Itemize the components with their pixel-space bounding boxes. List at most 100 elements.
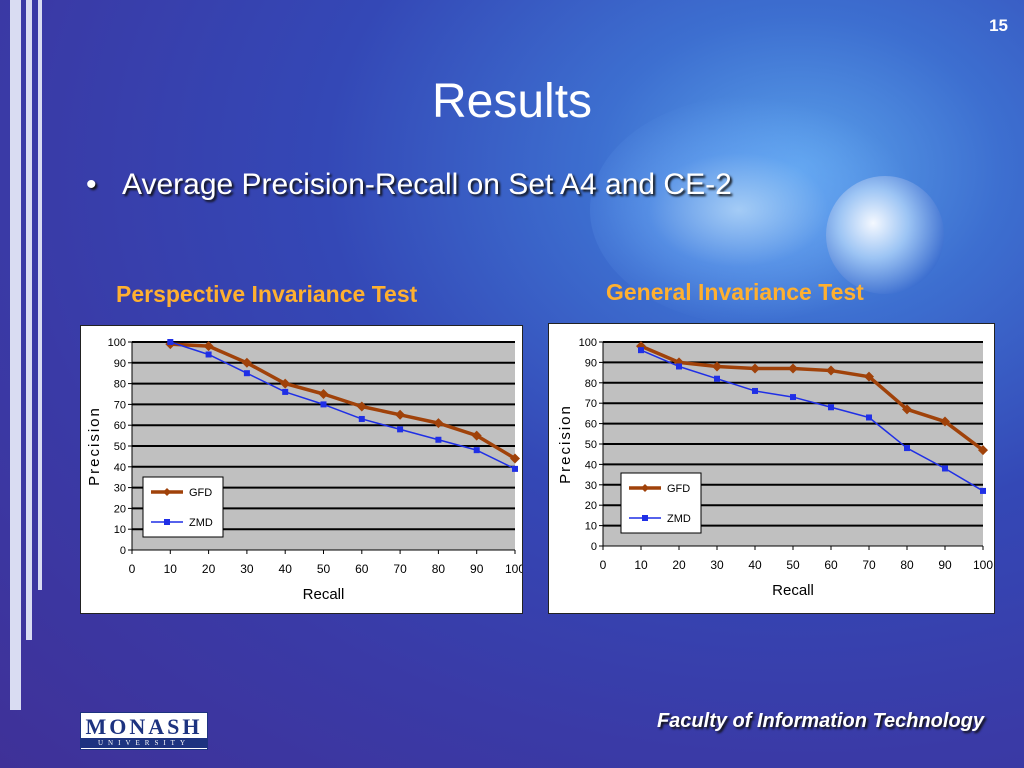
legend-box [142, 476, 224, 538]
x-tick-label: 50 [317, 562, 331, 576]
series-line-gfd [170, 342, 516, 460]
legend-label-zmd: ZMD [667, 513, 691, 525]
data-point-zmd [358, 415, 365, 422]
y-tick-label: 50 [585, 439, 597, 451]
logo-subtitle: UNIVERSITY [81, 738, 207, 748]
chart-title-general: General Invariance Test [606, 279, 864, 305]
data-point-gfd [864, 371, 874, 382]
legend-marker-zmd [164, 519, 170, 525]
y-axis-label: Precision [557, 404, 574, 484]
y-tick-label: 30 [114, 483, 126, 495]
legend-marker-gfd [641, 484, 649, 492]
chart-svg: 0 10 20 30 40 50 60 70 80 90 100 0 10 20 30 40 50 60 70 80 9… [86, 337, 522, 603]
chart-svg: 0 10 20 30 40 50 60 70 80 90 100 0 10 20 30 40 50 60 70 80 9… [557, 337, 993, 599]
legend-marker-zmd [642, 515, 648, 521]
logo-wordmark: MONASH [85, 714, 203, 739]
data-point-zmd [512, 465, 518, 472]
y-tick-label: 30 [585, 480, 597, 492]
data-point-gfd [510, 453, 520, 464]
data-point-gfd [902, 404, 912, 415]
y-tick-label: 60 [585, 419, 597, 431]
data-point-gfd [356, 401, 367, 412]
data-point-gfd [241, 357, 252, 368]
x-tick-label: 0 [129, 562, 136, 576]
y-tick-label: 80 [585, 378, 597, 390]
y-tick-label: 0 [591, 541, 597, 553]
data-point-zmd [676, 363, 682, 370]
data-point-zmd [473, 447, 480, 454]
x-tick-label: 20 [672, 558, 686, 572]
x-tick-label: 40 [748, 558, 762, 572]
data-point-zmd [904, 445, 910, 452]
data-point-zmd [243, 370, 250, 377]
data-point-zmd [397, 426, 404, 433]
legend-label-gfd: GFD [189, 487, 212, 499]
data-point-zmd [714, 375, 720, 382]
background-stripe [38, 0, 42, 590]
y-tick-label: 10 [114, 524, 126, 536]
x-tick-label: 30 [240, 562, 254, 576]
chart-legend: GFD ZMD [620, 472, 702, 534]
data-point-gfd [788, 363, 798, 374]
y-tick-label: 20 [585, 500, 597, 512]
y-tick-label: 70 [585, 398, 597, 410]
x-tick-label: 100 [973, 558, 993, 572]
x-tick-label: 80 [432, 562, 446, 576]
data-point-zmd [282, 388, 289, 395]
x-tick-label: 40 [279, 562, 293, 576]
data-point-gfd [712, 361, 722, 372]
y-tick-label: 40 [585, 459, 597, 471]
x-tick-label: 70 [862, 558, 876, 572]
y-axis-label: Precision [86, 406, 103, 486]
y-tick-label: 0 [120, 545, 126, 557]
x-tick-label: 100 [505, 562, 522, 576]
series-line-zmd [640, 349, 984, 492]
x-tick-label: 60 [355, 562, 369, 576]
data-point-zmd [828, 404, 834, 411]
bullet-item: • Average Precision-Recall on Set A4 and … [86, 168, 732, 201]
data-point-gfd [433, 418, 444, 429]
legend-label-zmd: ZMD [189, 517, 213, 529]
x-axis-label: Recall [772, 582, 814, 599]
x-tick-label: 50 [786, 558, 800, 572]
data-point-gfd [318, 389, 329, 399]
x-tick-label: 90 [938, 558, 952, 572]
data-point-zmd [638, 347, 644, 354]
data-point-gfd [203, 341, 214, 352]
x-axis-label: Recall [303, 586, 345, 603]
data-point-gfd [978, 445, 988, 456]
data-point-zmd [320, 401, 327, 408]
y-tick-label: 70 [114, 399, 126, 411]
x-tick-label: 10 [634, 558, 648, 572]
data-point-gfd [471, 430, 482, 441]
y-tick-label: 20 [114, 503, 126, 515]
data-point-zmd [435, 436, 442, 443]
chart-legend: GFD ZMD [142, 476, 224, 538]
slide-number: 15 [989, 16, 1008, 35]
data-point-zmd [790, 394, 796, 401]
x-tick-label: 10 [164, 562, 178, 576]
x-tick-label: 20 [202, 562, 216, 576]
monash-logo: MONASH UNIVERSITY [80, 712, 208, 750]
y-tick-label: 90 [114, 358, 126, 370]
y-tick-label: 60 [114, 420, 126, 432]
y-tick-label: 80 [114, 379, 126, 391]
x-tick-label: 70 [393, 562, 407, 576]
chart-perspective-invariance: 0 10 20 30 40 50 60 70 80 90 100 0 10 20 30 40 50 60 70 80 9… [80, 325, 523, 614]
data-point-zmd [167, 339, 174, 345]
data-point-zmd [205, 351, 212, 358]
data-point-gfd [826, 365, 836, 376]
y-tick-label: 90 [585, 357, 597, 369]
x-tick-label: 90 [470, 562, 484, 576]
y-tick-label: 100 [108, 337, 126, 349]
x-tick-label: 30 [710, 558, 724, 572]
y-tick-label: 100 [579, 337, 597, 349]
chart-general-invariance: 0 10 20 30 40 50 60 70 80 90 100 0 10 20 30 40 50 60 70 80 9… [548, 323, 995, 614]
x-tick-label: 60 [824, 558, 838, 572]
slide-title: Results [431, 75, 593, 128]
y-tick-label: 10 [585, 521, 597, 533]
x-tick-label: 80 [900, 558, 914, 572]
footer-faculty: Faculty of Information Technology [656, 710, 984, 732]
background-stripe [26, 0, 32, 640]
background-globe [826, 176, 944, 294]
